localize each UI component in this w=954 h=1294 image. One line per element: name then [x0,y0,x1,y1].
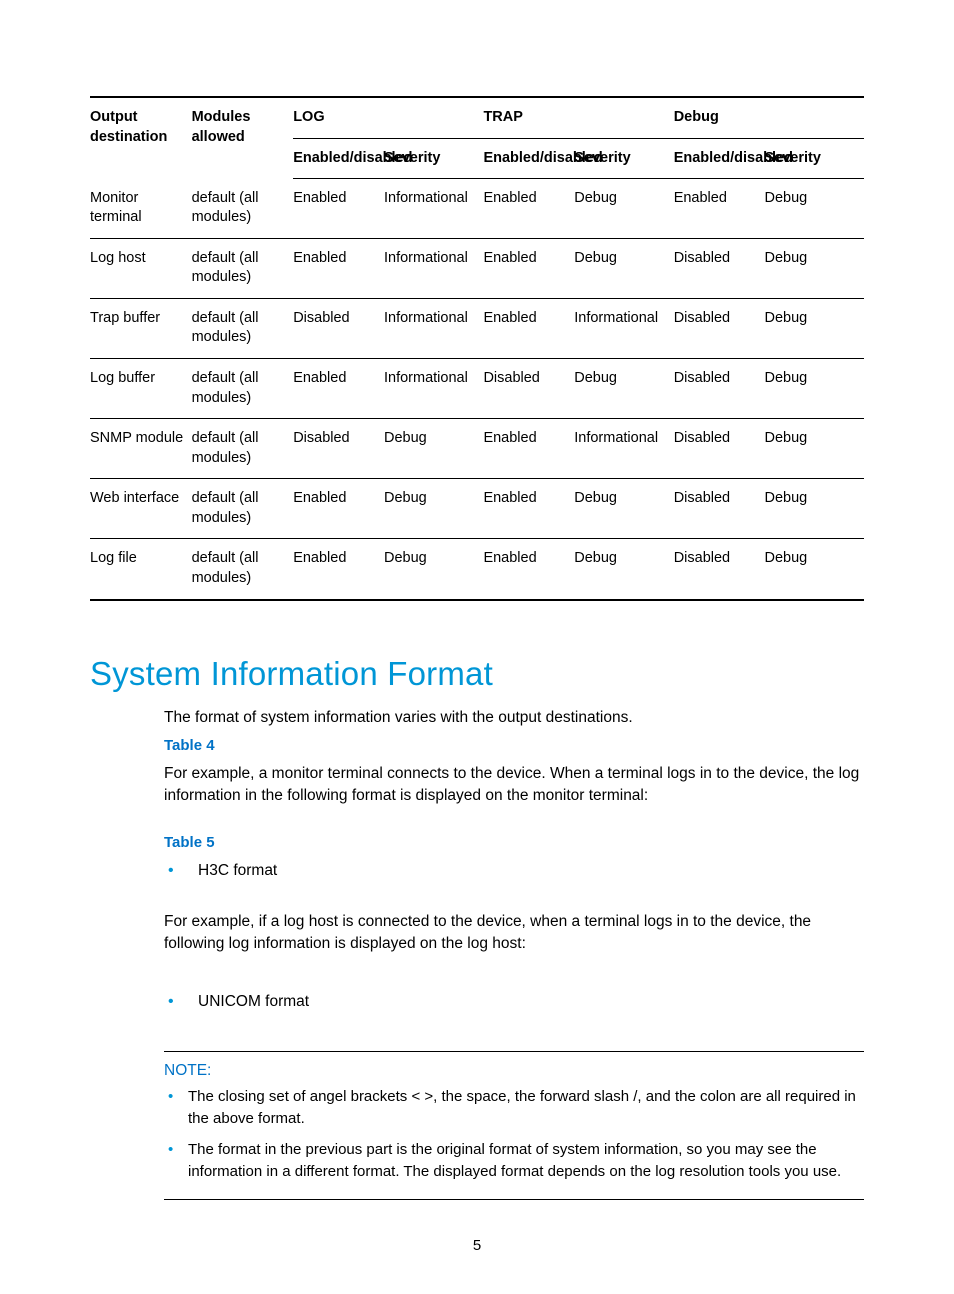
cell-trap-sev: Informational [574,419,673,479]
cell-dest: Log file [90,539,192,600]
list-item: H3C format [164,859,864,882]
cell-log-sev: Debug [384,419,483,479]
cell-dest: Web interface [90,479,192,539]
note-block: NOTE: The closing set of angel brackets … [164,1051,864,1200]
cell-trap-en: Enabled [483,298,574,358]
col-debug-severity: Severity [764,138,864,179]
paragraph: For example, if a log host is connected … [164,911,864,956]
cell-dest: SNMP module [90,419,192,479]
table-reference-link[interactable]: Table 5 [164,832,864,854]
table-row: Log file default (all modules) Enabled D… [90,539,864,600]
cell-dbg-sev: Debug [764,298,864,358]
table-row: Log host default (all modules) Enabled I… [90,238,864,298]
cell-log-en: Enabled [293,238,384,298]
cell-log-en: Enabled [293,179,384,239]
cell-dest: Log host [90,238,192,298]
format-list: H3C format [164,859,864,882]
cell-dbg-sev: Debug [764,359,864,419]
note-label: NOTE: [164,1062,864,1080]
col-modules: Modules allowed [192,97,294,179]
cell-dbg-sev: Debug [764,479,864,539]
table-body: Monitor terminal default (all modules) E… [90,179,864,600]
cell-log-en: Disabled [293,298,384,358]
cell-dbg-en: Disabled [674,298,765,358]
col-output-dest: Output destination [90,97,192,179]
cell-modules: default (all modules) [192,539,294,600]
output-channels-table: Output destination Modules allowed LOG T… [90,96,864,601]
body-content: The format of system information varies … [164,707,864,1013]
cell-dbg-sev: Debug [764,238,864,298]
cell-trap-sev: Informational [574,298,673,358]
cell-dbg-en: Disabled [674,359,765,419]
table-row: Web interface default (all modules) Enab… [90,479,864,539]
paragraph: The format of system information varies … [164,707,864,729]
document-page: Output destination Modules allowed LOG T… [0,0,954,1294]
cell-modules: default (all modules) [192,179,294,239]
cell-log-sev: Informational [384,359,483,419]
cell-log-sev: Informational [384,179,483,239]
cell-log-en: Disabled [293,419,384,479]
section-heading: System Information Format [90,655,864,693]
cell-trap-sev: Debug [574,238,673,298]
cell-log-sev: Informational [384,238,483,298]
note-item: The format in the previous part is the o… [164,1139,864,1183]
cell-trap-en: Enabled [483,238,574,298]
table-row: Trap buffer default (all modules) Disabl… [90,298,864,358]
cell-trap-en: Enabled [483,539,574,600]
note-item: The closing set of angel brackets < >, t… [164,1086,864,1130]
cell-log-sev: Informational [384,298,483,358]
col-log-enabled: Enabled/disabled [293,138,384,179]
cell-log-en: Enabled [293,539,384,600]
cell-log-en: Enabled [293,479,384,539]
cell-dbg-sev: Debug [764,179,864,239]
cell-modules: default (all modules) [192,479,294,539]
col-debug-enabled: Enabled/disabled [674,138,765,179]
cell-dbg-en: Disabled [674,419,765,479]
col-trap: TRAP [483,97,673,138]
list-item: UNICOM format [164,990,864,1013]
cell-trap-en: Enabled [483,419,574,479]
col-trap-severity: Severity [574,138,673,179]
col-log-severity: Severity [384,138,483,179]
cell-dbg-sev: Debug [764,539,864,600]
note-list: The closing set of angel brackets < >, t… [164,1086,864,1183]
cell-trap-sev: Debug [574,359,673,419]
cell-modules: default (all modules) [192,238,294,298]
cell-dest: Monitor terminal [90,179,192,239]
cell-dest: Trap buffer [90,298,192,358]
cell-trap-sev: Debug [574,179,673,239]
cell-trap-en: Disabled [483,359,574,419]
table-row: SNMP module default (all modules) Disabl… [90,419,864,479]
cell-dbg-en: Disabled [674,479,765,539]
table-reference-link[interactable]: Table 4 [164,735,864,757]
cell-dest: Log buffer [90,359,192,419]
paragraph: For example, a monitor terminal connects… [164,763,864,808]
col-log: LOG [293,97,483,138]
cell-modules: default (all modules) [192,419,294,479]
col-debug: Debug [674,97,864,138]
col-trap-enabled: Enabled/disabled [483,138,574,179]
cell-trap-sev: Debug [574,539,673,600]
cell-modules: default (all modules) [192,298,294,358]
cell-dbg-en: Enabled [674,179,765,239]
cell-log-sev: Debug [384,479,483,539]
page-number: 5 [0,1237,954,1254]
cell-trap-en: Enabled [483,179,574,239]
cell-dbg-sev: Debug [764,419,864,479]
cell-trap-en: Enabled [483,479,574,539]
cell-log-sev: Debug [384,539,483,600]
cell-trap-sev: Debug [574,479,673,539]
table-row: Monitor terminal default (all modules) E… [90,179,864,239]
cell-modules: default (all modules) [192,359,294,419]
cell-dbg-en: Disabled [674,238,765,298]
cell-dbg-en: Disabled [674,539,765,600]
cell-log-en: Enabled [293,359,384,419]
table-row: Log buffer default (all modules) Enabled… [90,359,864,419]
format-list: UNICOM format [164,990,864,1013]
